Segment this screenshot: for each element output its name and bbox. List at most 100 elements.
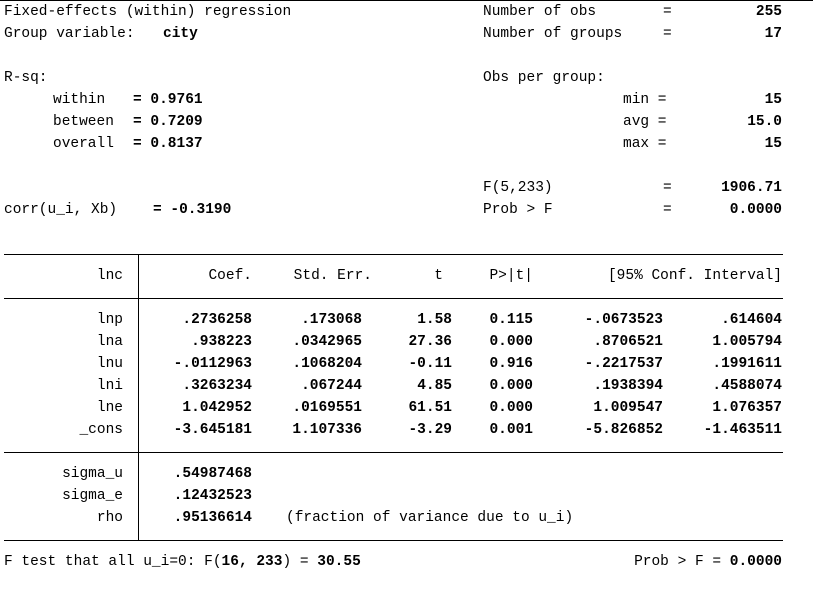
ftest-prefix: F test that all u_i=0: F(: [4, 554, 222, 570]
col-ci-header: [95% Conf. Interval]: [607, 268, 782, 284]
coef-cell: 1.042952: [182, 400, 252, 416]
group-variable-label: Group variable:: [4, 26, 135, 42]
ci-low-cell: 1.009547: [593, 400, 663, 416]
t-cell: 4.85: [417, 378, 452, 394]
table-row-name: _cons: [79, 422, 123, 438]
overall-value: = 0.8137: [133, 136, 203, 152]
corr-label: corr(u_i, Xb): [4, 202, 118, 218]
p-cell: 0.115: [489, 312, 533, 328]
prob-f-eq: =: [663, 202, 672, 218]
ci-high-cell: 1.005794: [712, 334, 782, 350]
ftest-prob: Prob > F = 0.0000: [634, 553, 782, 571]
table-bottom-rule: [4, 540, 783, 541]
ci-high-cell: .1991611: [712, 356, 782, 372]
min-value: 15: [764, 92, 782, 108]
coef-cell: -.0112963: [173, 356, 252, 372]
sigma-u-label: sigma_u: [62, 466, 123, 482]
coef-cell: -3.645181: [173, 422, 252, 438]
t-cell: -0.11: [408, 356, 452, 372]
p-cell: 0.000: [489, 400, 533, 416]
group-variable-value: city: [163, 26, 198, 42]
table-row-name: lnu: [96, 356, 123, 372]
se-cell: .0169551: [292, 400, 362, 416]
rho-note: (fraction of variance due to u_i): [286, 510, 574, 526]
t-cell: 1.58: [417, 312, 452, 328]
coef-bottom-rule: [4, 452, 783, 453]
table-row-name: lne: [96, 400, 123, 416]
between-label: between: [53, 114, 114, 130]
coef-cell: .938223: [191, 334, 252, 350]
ci-low-cell: .8706521: [593, 334, 663, 350]
sigma-u-value: .54987468: [173, 466, 252, 482]
prob-f-label: Prob > F: [483, 202, 553, 218]
se-cell: .0342965: [292, 334, 362, 350]
f-stat-value: 1906.71: [721, 180, 782, 196]
coef-cell: .3263234: [182, 378, 252, 394]
within-value: = 0.9761: [133, 92, 203, 108]
table-top-rule: [4, 254, 783, 255]
ftest-args: 16, 233: [221, 554, 283, 570]
avg-value: 15.0: [747, 114, 782, 130]
ci-low-cell: .1938394: [593, 378, 663, 394]
nobs-value: 255: [755, 4, 782, 20]
ci-high-cell: 1.076357: [712, 400, 782, 416]
t-cell: 27.36: [408, 334, 452, 350]
coef-cell: .2736258: [182, 312, 252, 328]
table-row-name: lnp: [96, 312, 123, 328]
ftest-value: 30.55: [317, 554, 361, 570]
col-t-header: t: [434, 268, 443, 284]
ci-high-cell: .4588074: [712, 378, 782, 394]
table-divider: [138, 254, 139, 540]
se-cell: .067244: [301, 378, 362, 394]
ci-high-cell: -1.463511: [703, 422, 782, 438]
sigma-e-value: .12432523: [173, 488, 252, 504]
overall-label: overall: [53, 136, 114, 152]
max-label: max =: [623, 136, 667, 152]
col-p-header: P>|t|: [489, 268, 533, 284]
min-label: min =: [623, 92, 667, 108]
rho-label: rho: [96, 510, 123, 526]
table-row-name: lni: [96, 378, 123, 394]
se-cell: .173068: [301, 312, 362, 328]
se-cell: .1068204: [292, 356, 362, 372]
p-cell: 0.916: [489, 356, 533, 372]
max-value: 15: [764, 136, 782, 152]
ftest-mid: ) =: [282, 554, 318, 570]
top-border: [0, 0, 813, 1]
header-rule: [4, 298, 783, 299]
ci-low-cell: -5.826852: [584, 422, 663, 438]
col-coef-header: Coef.: [208, 268, 252, 284]
p-cell: 0.000: [489, 334, 533, 350]
f-stat-label: F(5,233): [483, 180, 553, 196]
ci-high-cell: .614604: [721, 312, 782, 328]
within-label: within: [53, 92, 106, 108]
between-value: = 0.7209: [133, 114, 203, 130]
rsq-label: R-sq:: [4, 70, 48, 86]
col-se-header: Std. Err.: [293, 268, 372, 284]
p-cell: 0.001: [489, 422, 533, 438]
regression-title: Fixed-effects (within) regression: [4, 4, 292, 20]
ngroups-label: Number of groups: [483, 26, 623, 42]
ftest-line: F test that all u_i=0: F(16, 233) = 30.5…: [4, 553, 361, 571]
table-row-name: lna: [96, 334, 123, 350]
obs-per-group-label: Obs per group:: [483, 70, 605, 86]
ngroups-value: 17: [764, 26, 782, 42]
depvar-header: lnc: [96, 268, 123, 284]
nobs-eq: =: [663, 4, 672, 20]
sigma-e-label: sigma_e: [62, 488, 123, 504]
ci-low-cell: -.2217537: [584, 356, 663, 372]
ngroups-eq: =: [663, 26, 672, 42]
p-cell: 0.000: [489, 378, 533, 394]
ftest-prob-label: Prob > F =: [634, 554, 730, 570]
ftest-prob-value: 0.0000: [729, 554, 782, 570]
nobs-label: Number of obs: [483, 4, 597, 20]
corr-value: = -0.3190: [153, 202, 232, 218]
t-cell: 61.51: [408, 400, 452, 416]
t-cell: -3.29: [408, 422, 452, 438]
rho-value: .95136614: [173, 510, 252, 526]
f-stat-eq: =: [663, 180, 672, 196]
prob-f-value: 0.0000: [729, 202, 782, 218]
ci-low-cell: -.0673523: [584, 312, 663, 328]
se-cell: 1.107336: [292, 422, 362, 438]
